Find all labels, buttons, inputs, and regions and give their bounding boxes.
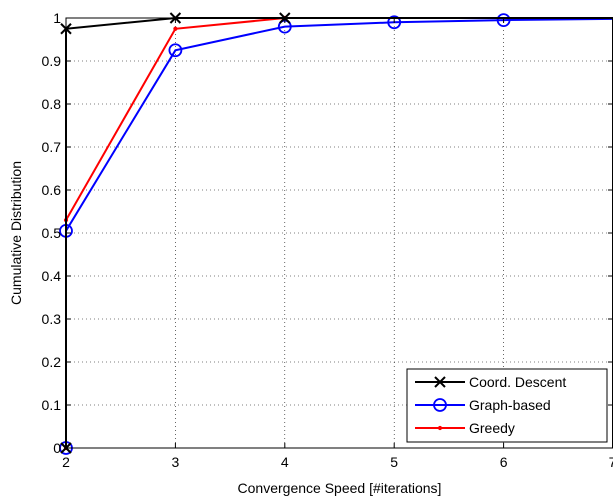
tick-layer: 0 0.1 0.2 0.3 0.4 0.5 0.6 0.7 0.8 0.9 1 2 3 4 5 6 7 xyxy=(42,10,613,470)
x-tick-label: 6 xyxy=(500,454,508,470)
y-tick-label: 0.1 xyxy=(42,397,62,413)
y-tick-label: 0.8 xyxy=(42,96,62,112)
x-tick-label: 3 xyxy=(172,454,180,470)
y-tick-label: 0.5 xyxy=(42,225,62,241)
dot-marker xyxy=(437,425,443,431)
x-tick-label: 2 xyxy=(62,454,70,470)
legend-item: Coord. Descent xyxy=(415,374,566,390)
y-tick-label: 0.4 xyxy=(42,268,62,284)
y-tick-label: 0.2 xyxy=(42,354,62,370)
legend-label: Graph-based xyxy=(469,397,551,413)
x-marker-stroke xyxy=(434,376,446,388)
legend-item: Greedy xyxy=(415,420,515,436)
circle-marker xyxy=(168,43,183,58)
x-tick-label: 5 xyxy=(390,454,398,470)
y-tick-label: 0.6 xyxy=(42,182,62,198)
y-tick-label: 0.9 xyxy=(42,53,62,69)
y-tick-label: 1 xyxy=(53,10,61,26)
x-tick-label: 4 xyxy=(281,454,289,470)
y-tick-label: 0 xyxy=(53,440,61,456)
legend: Coord. Descent Graph-based Greedy xyxy=(406,368,608,443)
legend-label: Greedy xyxy=(469,420,515,436)
circle-marker xyxy=(433,398,447,412)
y-tick-label: 0.7 xyxy=(42,139,62,155)
y-tick-label: 0.3 xyxy=(42,311,62,327)
circle-marker xyxy=(496,13,511,28)
y-axis-label: Cumulative Distribution xyxy=(8,161,24,305)
x-axis-label: Convergence Speed [#iterations] xyxy=(238,480,442,496)
legend-item: Graph-based xyxy=(415,397,551,413)
x-tick-label: 7 xyxy=(609,454,613,470)
legend-label: Coord. Descent xyxy=(469,374,566,390)
dot-marker xyxy=(173,26,178,31)
circle-marker xyxy=(387,15,402,30)
